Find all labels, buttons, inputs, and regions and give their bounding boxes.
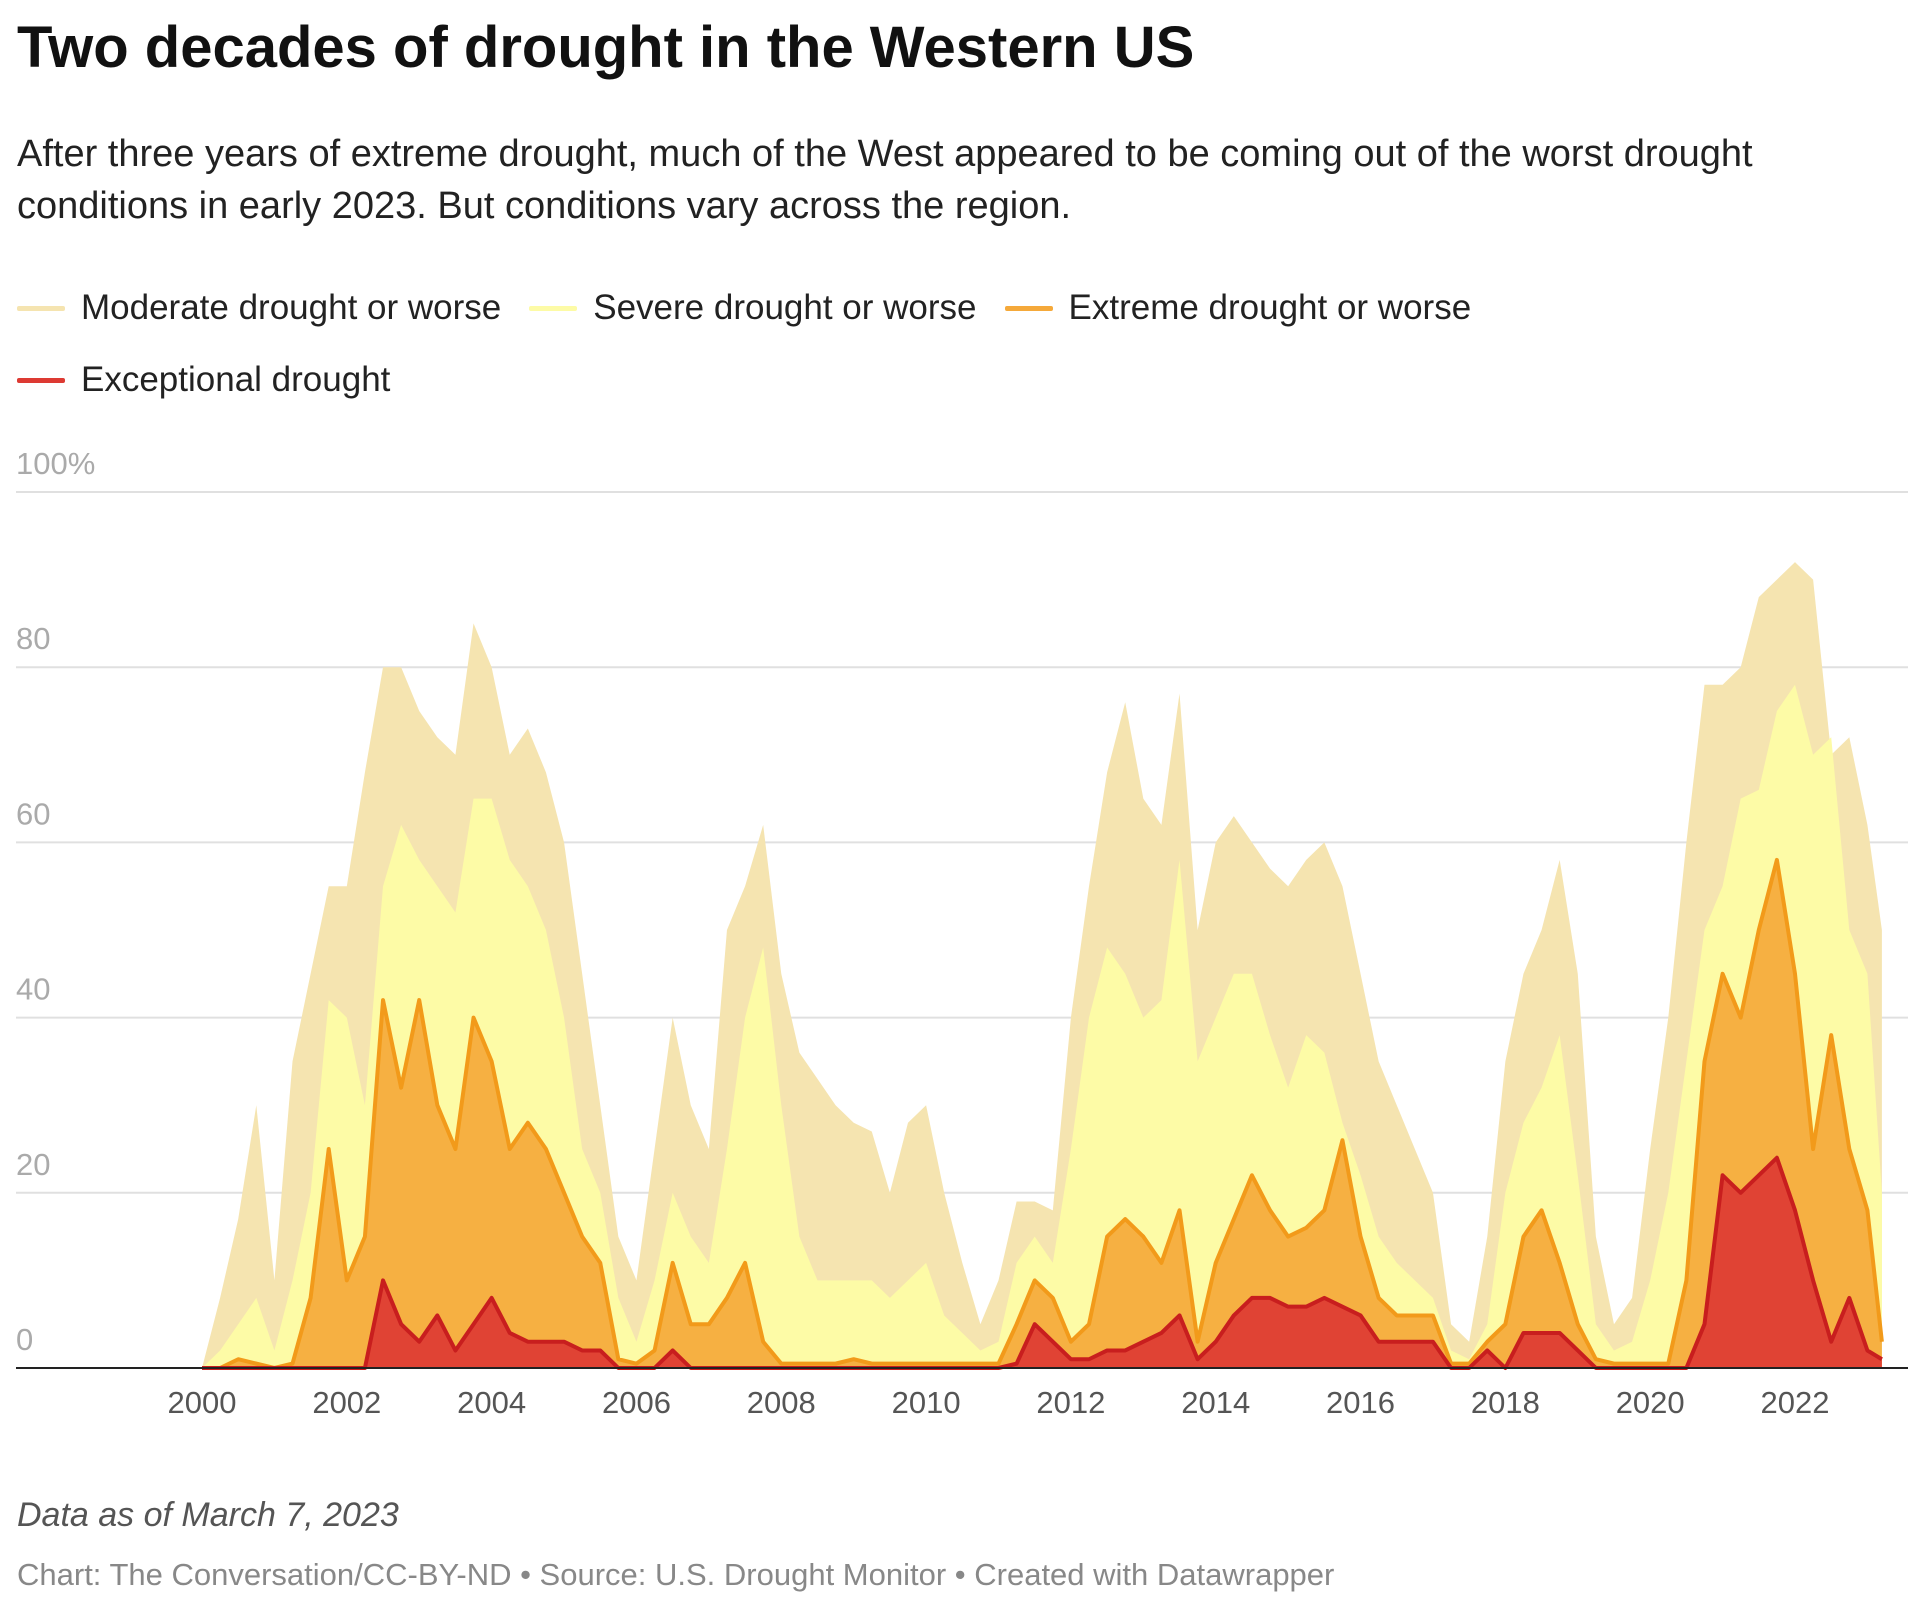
area-line <box>202 857 1884 1370</box>
legend-item: Extreme drought or worse <box>1004 272 1472 344</box>
legend-swatch <box>17 305 65 311</box>
legend-label: Extreme drought or worse <box>1068 288 1472 327</box>
y-tick-label: 60 <box>16 796 50 831</box>
legend-item: Moderate drought or worse <box>17 272 501 344</box>
chart-title: Two decades of drought in the Western US <box>17 15 1195 80</box>
y-tick-label: 40 <box>16 972 50 1007</box>
x-tick-label: 2020 <box>1616 1385 1685 1420</box>
x-tick-label: 2014 <box>1181 1385 1250 1420</box>
legend-item: Exceptional drought <box>17 344 390 416</box>
legend: Moderate drought or worse Severe drought … <box>17 272 1617 416</box>
x-tick-label: 2018 <box>1471 1385 1540 1420</box>
y-tick-label: 0 <box>16 1322 33 1357</box>
x-tick-label: 2002 <box>312 1385 381 1420</box>
x-tick-label: 2022 <box>1761 1385 1830 1420</box>
x-tick-label: 2006 <box>602 1385 671 1420</box>
y-tick-label: 100% <box>16 446 95 481</box>
legend-swatch <box>17 377 65 383</box>
x-tick-label: 2010 <box>892 1385 961 1420</box>
x-tick-label: 2008 <box>747 1385 816 1420</box>
source: Chart: The Conversation/CC-BY-ND • Sourc… <box>17 1557 1335 1592</box>
y-tick-label: 20 <box>16 1147 50 1182</box>
x-tick-label: 2012 <box>1036 1385 1105 1420</box>
note: Data as of March 7, 2023 <box>17 1496 399 1534</box>
chart-subtitle: After three years of extreme drought, mu… <box>17 133 1753 227</box>
legend-swatch <box>1004 305 1053 311</box>
legend-swatch <box>529 305 578 311</box>
legend-item: Severe drought or worse <box>529 272 977 344</box>
x-tick-label: 2000 <box>168 1385 237 1420</box>
legend-label: Severe drought or worse <box>593 288 977 327</box>
x-tick-label: 2016 <box>1326 1385 1395 1420</box>
legend-label: Exceptional drought <box>81 360 391 399</box>
x-tick-label: 2004 <box>457 1385 526 1420</box>
legend-label: Moderate drought or worse <box>81 288 502 327</box>
y-tick-label: 80 <box>16 621 50 656</box>
